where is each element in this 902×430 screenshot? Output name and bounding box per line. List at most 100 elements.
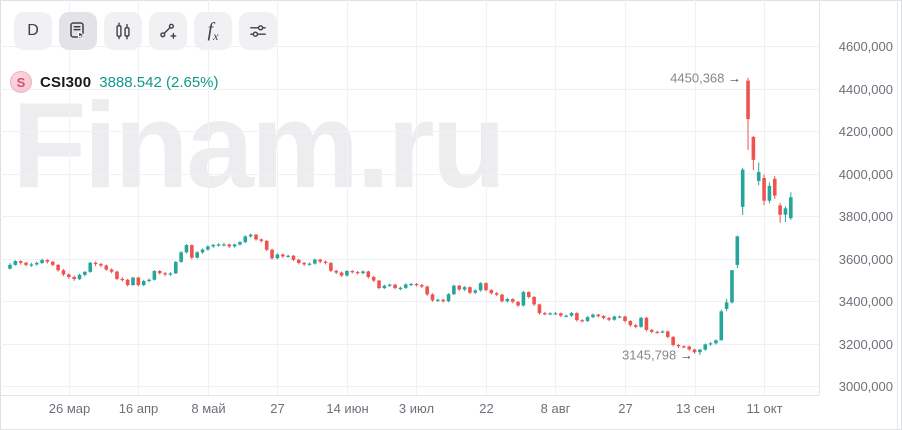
candle-body — [264, 240, 269, 250]
symbol-price: 3888.542 (2.65%) — [99, 73, 219, 91]
chart-type-button[interactable] — [104, 12, 142, 50]
candle-body — [398, 287, 403, 290]
candle-body — [419, 285, 424, 287]
candle-body — [756, 172, 761, 181]
candle-body — [505, 299, 510, 302]
candle-body — [393, 284, 397, 289]
candle-body — [494, 293, 499, 295]
candle-body — [173, 261, 178, 274]
candle-body — [452, 285, 456, 295]
candle-body — [115, 271, 119, 279]
trend-line-plus-icon — [158, 21, 178, 41]
y-axis-label: 3600,000 — [839, 252, 893, 267]
candle-body — [136, 277, 141, 286]
candle-body — [623, 316, 627, 321]
candle-body — [259, 239, 264, 241]
candle-body — [682, 346, 686, 348]
indicators-button[interactable]: fx — [194, 12, 232, 50]
candle-body — [184, 245, 189, 253]
candle-body — [329, 262, 333, 271]
candle-body — [280, 254, 285, 257]
candle-body — [313, 259, 317, 264]
candle-body — [692, 349, 697, 353]
candle-body — [500, 294, 504, 302]
candle-body — [18, 261, 23, 263]
candle-body — [591, 314, 595, 318]
candle-body — [334, 270, 339, 273]
candle-body — [307, 263, 312, 265]
candle-body — [783, 208, 788, 215]
x-axis-label: 16 апр — [119, 401, 159, 416]
candle-body — [639, 317, 643, 327]
candle-body — [714, 340, 718, 344]
x-axis-label: 3 июл — [399, 401, 434, 416]
candle-body — [345, 271, 349, 276]
candle-body — [462, 287, 467, 290]
candle-body — [163, 273, 167, 275]
candle-body — [377, 280, 381, 289]
candle-body — [200, 249, 205, 253]
candle-body — [302, 262, 306, 265]
x-axis-label: 26 мар — [49, 401, 90, 416]
candle-body — [772, 178, 777, 196]
candle-body — [436, 299, 440, 301]
candle-body — [633, 325, 638, 327]
object-tree-button[interactable] — [59, 12, 97, 50]
x-axis-label: 27 — [618, 401, 632, 416]
candle-body — [13, 261, 18, 265]
candle-body — [61, 270, 66, 275]
candle-body — [767, 185, 772, 201]
candle-body — [671, 336, 675, 345]
candle-body — [168, 273, 173, 275]
candle-body — [628, 320, 633, 326]
candle-body — [441, 299, 445, 302]
candle-body — [387, 284, 392, 286]
candle-body — [45, 259, 50, 262]
candle-body — [478, 283, 483, 291]
x-axis-label: 8 май — [191, 401, 225, 416]
candle-body — [56, 264, 60, 271]
candle-body — [366, 271, 371, 277]
candle-body — [34, 262, 39, 265]
candle-body — [649, 329, 654, 332]
candle-body — [339, 272, 344, 276]
chart-toolbar: D — [14, 12, 277, 50]
candle-body — [548, 313, 552, 315]
candle-body — [778, 205, 782, 215]
symbol-legend[interactable]: S CSI300 3888.542 (2.65%) — [10, 71, 219, 93]
candle-body — [323, 261, 328, 263]
candle-body — [371, 276, 376, 281]
candle-body — [275, 254, 280, 259]
candle-body — [526, 292, 531, 297]
candle-body — [216, 244, 221, 246]
timeframe-button[interactable]: D — [14, 12, 52, 50]
candle-body — [157, 271, 162, 274]
candle-body — [719, 311, 724, 341]
candle-body — [195, 252, 199, 258]
finam-watermark: Finam.ru — [12, 77, 506, 213]
candle-body — [425, 286, 429, 295]
settings-button[interactable] — [239, 12, 277, 50]
candle-body — [104, 265, 109, 270]
candle-body — [569, 313, 574, 316]
candle-body — [350, 271, 355, 273]
candle-body — [318, 259, 322, 262]
candle-body — [489, 290, 494, 294]
candle-body — [286, 255, 290, 257]
x-axis-label: 22 — [479, 401, 493, 416]
candle-body — [516, 301, 520, 306]
candle-body — [751, 136, 756, 160]
candle-body — [403, 284, 408, 288]
candle-body — [564, 315, 568, 317]
candle-body — [125, 279, 130, 286]
y-axis-label: 4600,000 — [839, 39, 893, 54]
candle-body — [243, 236, 248, 243]
candle-body — [83, 271, 87, 275]
candle-body — [473, 290, 478, 293]
candle-body — [543, 313, 547, 315]
symbol-name[interactable]: CSI300 — [40, 73, 92, 91]
drawing-tools-button[interactable] — [149, 12, 187, 50]
candle-body — [40, 259, 44, 263]
